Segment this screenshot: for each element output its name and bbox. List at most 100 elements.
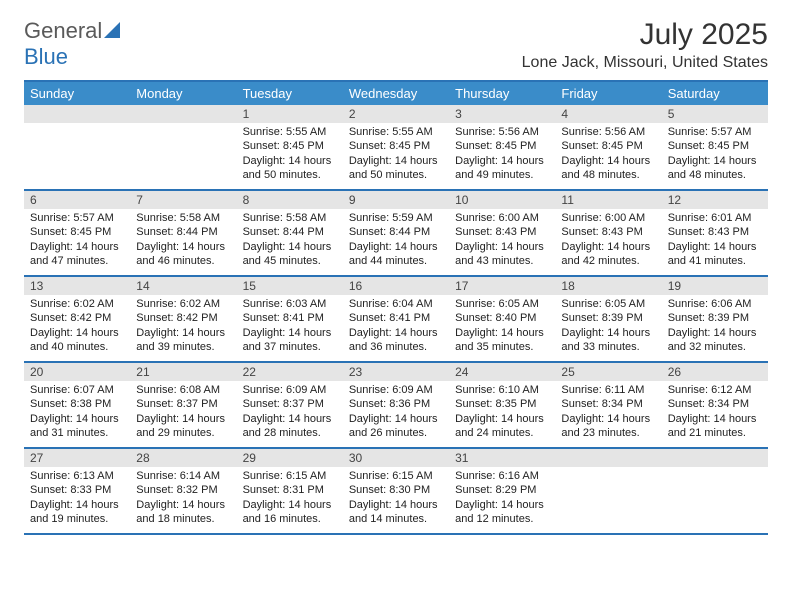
daylight-line: Daylight: 14 hours and 48 minutes. <box>561 154 655 183</box>
day-body: Sunrise: 6:11 AMSunset: 8:34 PMDaylight:… <box>555 381 661 444</box>
day-body: Sunrise: 5:57 AMSunset: 8:45 PMDaylight:… <box>24 209 130 272</box>
sunset-line: Sunset: 8:34 PM <box>668 397 762 411</box>
daylight-line: Daylight: 14 hours and 50 minutes. <box>243 154 337 183</box>
week-row: 20Sunrise: 6:07 AMSunset: 8:38 PMDayligh… <box>24 363 768 449</box>
sunset-line: Sunset: 8:45 PM <box>455 139 549 153</box>
daylight-line: Daylight: 14 hours and 48 minutes. <box>668 154 762 183</box>
sunset-line: Sunset: 8:44 PM <box>136 225 230 239</box>
day-number: 1 <box>237 105 343 123</box>
logo-word-1: General <box>24 18 102 43</box>
day-number: 18 <box>555 277 661 295</box>
sunset-line: Sunset: 8:44 PM <box>349 225 443 239</box>
day-body: Sunrise: 6:16 AMSunset: 8:29 PMDaylight:… <box>449 467 555 530</box>
day-body: Sunrise: 6:15 AMSunset: 8:31 PMDaylight:… <box>237 467 343 530</box>
logo: General Blue <box>24 18 124 70</box>
day-number: 21 <box>130 363 236 381</box>
daylight-line: Daylight: 14 hours and 18 minutes. <box>136 498 230 527</box>
day-cell: 19Sunrise: 6:06 AMSunset: 8:39 PMDayligh… <box>662 277 768 361</box>
week-row: 27Sunrise: 6:13 AMSunset: 8:33 PMDayligh… <box>24 449 768 535</box>
day-body: Sunrise: 6:14 AMSunset: 8:32 PMDaylight:… <box>130 467 236 530</box>
day-cell: 14Sunrise: 6:02 AMSunset: 8:42 PMDayligh… <box>130 277 236 361</box>
day-number: 12 <box>662 191 768 209</box>
sunrise-line: Sunrise: 6:05 AM <box>561 297 655 311</box>
day-cell <box>555 449 661 533</box>
day-number: 27 <box>24 449 130 467</box>
day-cell: 8Sunrise: 5:58 AMSunset: 8:44 PMDaylight… <box>237 191 343 275</box>
dow-cell: Monday <box>130 82 236 105</box>
sunset-line: Sunset: 8:44 PM <box>243 225 337 239</box>
day-number: 31 <box>449 449 555 467</box>
day-body: Sunrise: 5:55 AMSunset: 8:45 PMDaylight:… <box>237 123 343 186</box>
day-body: Sunrise: 6:01 AMSunset: 8:43 PMDaylight:… <box>662 209 768 272</box>
sunrise-line: Sunrise: 6:07 AM <box>30 383 124 397</box>
calendar-page: General Blue July 2025 Lone Jack, Missou… <box>0 0 792 553</box>
day-number: 24 <box>449 363 555 381</box>
daylight-line: Daylight: 14 hours and 21 minutes. <box>668 412 762 441</box>
dow-cell: Saturday <box>662 82 768 105</box>
sunrise-line: Sunrise: 6:15 AM <box>349 469 443 483</box>
daylight-line: Daylight: 14 hours and 31 minutes. <box>30 412 124 441</box>
empty-day-band <box>662 449 768 467</box>
day-cell: 16Sunrise: 6:04 AMSunset: 8:41 PMDayligh… <box>343 277 449 361</box>
day-number: 2 <box>343 105 449 123</box>
logo-word-2: Blue <box>24 44 68 69</box>
day-number: 19 <box>662 277 768 295</box>
daylight-line: Daylight: 14 hours and 16 minutes. <box>243 498 337 527</box>
day-number: 28 <box>130 449 236 467</box>
day-cell: 10Sunrise: 6:00 AMSunset: 8:43 PMDayligh… <box>449 191 555 275</box>
day-cell: 30Sunrise: 6:15 AMSunset: 8:30 PMDayligh… <box>343 449 449 533</box>
sunset-line: Sunset: 8:43 PM <box>668 225 762 239</box>
sunrise-line: Sunrise: 6:11 AM <box>561 383 655 397</box>
day-body: Sunrise: 5:59 AMSunset: 8:44 PMDaylight:… <box>343 209 449 272</box>
sunrise-line: Sunrise: 5:58 AM <box>136 211 230 225</box>
dow-cell: Tuesday <box>237 82 343 105</box>
sunset-line: Sunset: 8:31 PM <box>243 483 337 497</box>
day-number: 3 <box>449 105 555 123</box>
day-number: 11 <box>555 191 661 209</box>
daylight-line: Daylight: 14 hours and 35 minutes. <box>455 326 549 355</box>
sunrise-line: Sunrise: 6:04 AM <box>349 297 443 311</box>
daylight-line: Daylight: 14 hours and 14 minutes. <box>349 498 443 527</box>
day-number: 6 <box>24 191 130 209</box>
day-body: Sunrise: 6:07 AMSunset: 8:38 PMDaylight:… <box>24 381 130 444</box>
day-body: Sunrise: 6:12 AMSunset: 8:34 PMDaylight:… <box>662 381 768 444</box>
day-cell: 18Sunrise: 6:05 AMSunset: 8:39 PMDayligh… <box>555 277 661 361</box>
logo-sail-icon <box>104 25 124 42</box>
sunset-line: Sunset: 8:33 PM <box>30 483 124 497</box>
day-number: 20 <box>24 363 130 381</box>
sunset-line: Sunset: 8:45 PM <box>668 139 762 153</box>
sunrise-line: Sunrise: 5:56 AM <box>455 125 549 139</box>
sunrise-line: Sunrise: 6:01 AM <box>668 211 762 225</box>
day-number: 25 <box>555 363 661 381</box>
sunrise-line: Sunrise: 6:05 AM <box>455 297 549 311</box>
daylight-line: Daylight: 14 hours and 33 minutes. <box>561 326 655 355</box>
sunrise-line: Sunrise: 5:59 AM <box>349 211 443 225</box>
sunset-line: Sunset: 8:37 PM <box>136 397 230 411</box>
daylight-line: Daylight: 14 hours and 40 minutes. <box>30 326 124 355</box>
day-cell: 13Sunrise: 6:02 AMSunset: 8:42 PMDayligh… <box>24 277 130 361</box>
day-body: Sunrise: 6:10 AMSunset: 8:35 PMDaylight:… <box>449 381 555 444</box>
sunset-line: Sunset: 8:45 PM <box>561 139 655 153</box>
dow-cell: Wednesday <box>343 82 449 105</box>
sunrise-line: Sunrise: 6:02 AM <box>136 297 230 311</box>
sunset-line: Sunset: 8:29 PM <box>455 483 549 497</box>
week-row: 1Sunrise: 5:55 AMSunset: 8:45 PMDaylight… <box>24 105 768 191</box>
day-cell: 5Sunrise: 5:57 AMSunset: 8:45 PMDaylight… <box>662 105 768 189</box>
sunrise-line: Sunrise: 6:10 AM <box>455 383 549 397</box>
day-number: 10 <box>449 191 555 209</box>
day-cell: 3 Sunrise: 5:56 AMSunset: 8:45 PMDaylight… <box>449 105 555 189</box>
daylight-line: Daylight: 14 hours and 37 minutes. <box>243 326 337 355</box>
day-body: Sunrise: 6:06 AMSunset: 8:39 PMDaylight:… <box>662 295 768 358</box>
day-number: 9 <box>343 191 449 209</box>
day-body: Sunrise: 5:58 AMSunset: 8:44 PMDaylight:… <box>130 209 236 272</box>
daylight-line: Daylight: 14 hours and 29 minutes. <box>136 412 230 441</box>
daylight-line: Daylight: 14 hours and 49 minutes. <box>455 154 549 183</box>
day-number: 4 <box>555 105 661 123</box>
day-number: 13 <box>24 277 130 295</box>
day-number: 17 <box>449 277 555 295</box>
day-cell: 9Sunrise: 5:59 AMSunset: 8:44 PMDaylight… <box>343 191 449 275</box>
sunset-line: Sunset: 8:35 PM <box>455 397 549 411</box>
empty-day-band <box>555 449 661 467</box>
day-body: Sunrise: 6:09 AMSunset: 8:36 PMDaylight:… <box>343 381 449 444</box>
day-cell: 11Sunrise: 6:00 AMSunset: 8:43 PMDayligh… <box>555 191 661 275</box>
